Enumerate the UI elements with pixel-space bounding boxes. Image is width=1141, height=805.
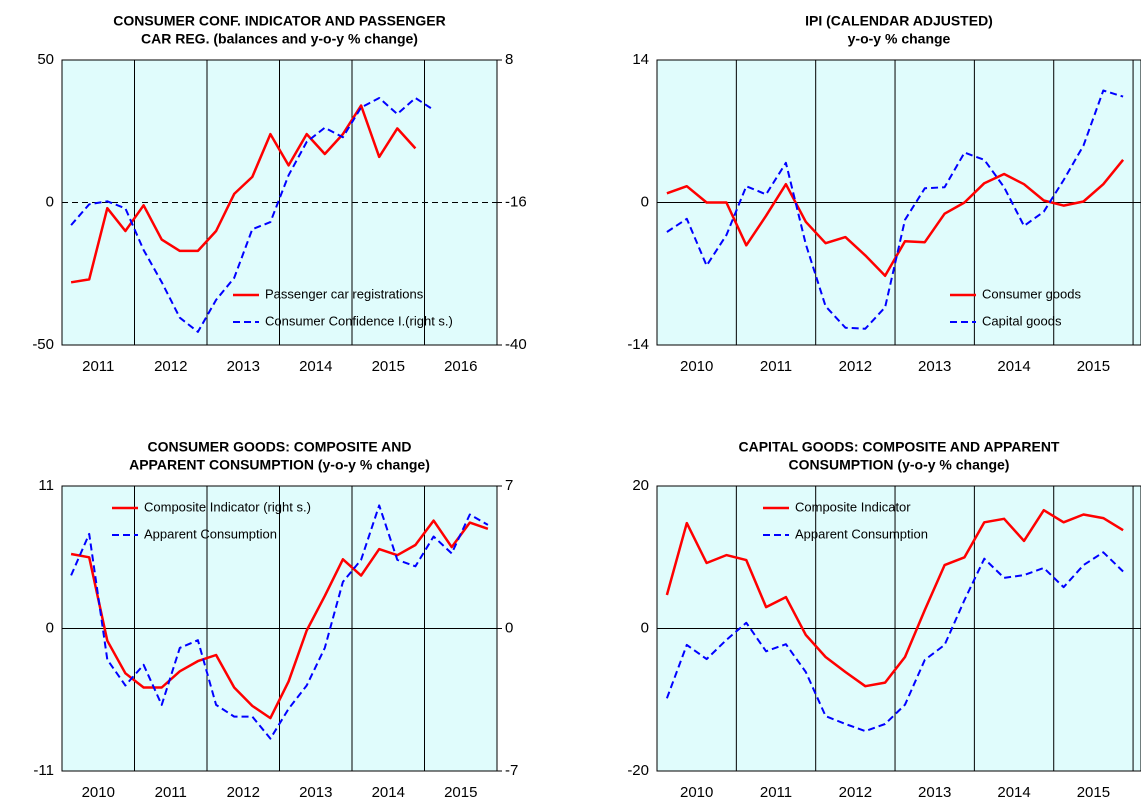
x-tick-label: 2010: [680, 358, 713, 375]
x-tick-label: 2012: [839, 358, 872, 375]
y-tick-label: 50: [37, 51, 54, 68]
x-tick-label: 2013: [227, 358, 260, 375]
y2-tick-label: -16: [505, 193, 527, 210]
y-tick-label: -11: [33, 762, 54, 779]
x-tick-label: 2014: [997, 784, 1030, 801]
x-tick-label: 2011: [760, 358, 792, 375]
y2-tick-label: 8: [505, 51, 513, 68]
x-tick-label: 2012: [839, 784, 872, 801]
plot-border: [61, 485, 498, 772]
series-line: [665, 508, 1124, 688]
x-tick-label: 2013: [299, 784, 332, 801]
chart-title: CAPITAL GOODS: COMPOSITE AND APPARENT: [739, 439, 1060, 455]
y-tick-label: -14: [627, 336, 649, 353]
y2-tick-label: -40: [505, 336, 527, 353]
y2-tick-label: 7: [505, 477, 513, 494]
y2-tick-label: 0: [505, 619, 513, 636]
y2-tick-label: -7: [505, 762, 518, 779]
y-tick-label: 0: [46, 193, 54, 210]
x-tick-label: 2012: [154, 358, 187, 375]
series-line: [666, 89, 1124, 330]
legend-label: Composite Indicator: [795, 499, 911, 514]
legend-label: Consumer goods: [982, 286, 1081, 301]
x-tick-label: 2010: [82, 784, 115, 801]
series-line: [70, 504, 489, 740]
chart-title: CONSUMPTION (y-o-y % change): [789, 457, 1010, 473]
series-line: [666, 159, 1125, 278]
x-tick-label: 2013: [918, 358, 951, 375]
series-line: [70, 97, 435, 333]
chart-title: IPI (CALENDAR ADJUSTED): [805, 13, 993, 29]
x-tick-label: 2011: [760, 784, 792, 801]
y-tick-label: 0: [641, 193, 649, 210]
x-tick-label: 2012: [227, 784, 260, 801]
legend-label: Passenger car registrations: [265, 286, 424, 301]
x-tick-label: 2011: [82, 358, 114, 375]
legend-label: Composite Indicator (right s.): [144, 499, 311, 514]
chart-panel: -20 0 20 2010 2011 2012 2013 2014 2015 CAPITAL GO…: [627, 439, 1141, 801]
y-tick-label: -20: [627, 762, 649, 779]
y-tick-label: -50: [32, 336, 54, 353]
x-tick-label: 2016: [444, 358, 477, 375]
legend-label: Capital goods: [982, 313, 1062, 328]
series-line: [70, 104, 417, 284]
x-tick-label: 2015: [1077, 784, 1110, 801]
series-line: [665, 551, 1124, 733]
plot-border: [656, 59, 1141, 346]
x-tick-label: 2014: [997, 358, 1030, 375]
x-tick-label: 2015: [372, 358, 405, 375]
chart-panel: -11 0 11 -7 0 7 2010 2011 2012 2013 2014 2015 CONSUM…: [33, 439, 518, 801]
chart-title: CAR REG. (balances and y-o-y % change): [141, 31, 418, 47]
y-tick-label: 0: [641, 619, 649, 636]
x-tick-label: 2011: [155, 784, 187, 801]
x-tick-label: 2013: [918, 784, 951, 801]
x-tick-label: 2014: [299, 358, 332, 375]
chart-title: CONSUMER GOODS: COMPOSITE AND: [148, 439, 412, 455]
plot-border: [656, 485, 1141, 772]
y-tick-label: 11: [38, 477, 54, 494]
x-tick-label: 2015: [444, 784, 477, 801]
legend-label: Apparent Consumption: [795, 526, 928, 541]
x-tick-label: 2014: [372, 784, 405, 801]
y-tick-label: 20: [632, 477, 649, 494]
legend-label: Apparent Consumption: [144, 526, 277, 541]
legend-label: Consumer Confidence I.(right s.): [265, 313, 453, 328]
chart-panel: -50 0 50 -40 -16 8 2011 2012 2013 2014 2015 2016 CON…: [32, 13, 526, 375]
chart-title: APPARENT CONSUMPTION (y-o-y % change): [129, 457, 430, 473]
chart-panel: -14 0 14 2010 2011 2012 2013 2014 2015 IPI (CALEN…: [627, 13, 1141, 375]
x-tick-label: 2010: [680, 784, 713, 801]
y-tick-label: 14: [632, 51, 649, 68]
x-tick-label: 2015: [1077, 358, 1110, 375]
series-line: [70, 519, 489, 720]
y-tick-label: 0: [46, 619, 54, 636]
chart-title: y-o-y % change: [848, 31, 951, 47]
chart-title: CONSUMER CONF. INDICATOR AND PASSENGER: [113, 13, 445, 29]
plot-border: [61, 59, 498, 346]
